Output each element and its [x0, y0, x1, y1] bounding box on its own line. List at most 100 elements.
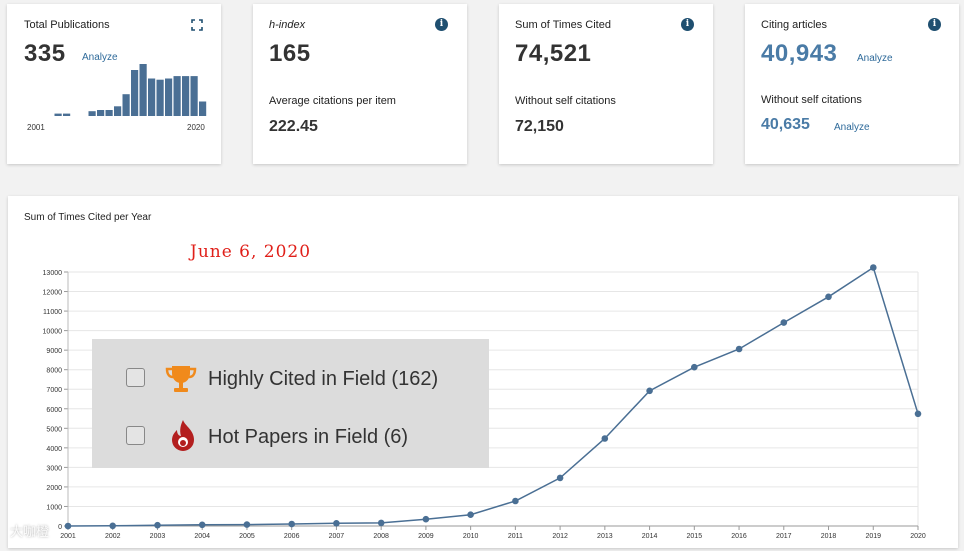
- mini-bar[interactable]: [122, 94, 130, 116]
- mini-bar[interactable]: [182, 76, 190, 116]
- x-tick-label: 2015: [687, 533, 703, 540]
- mini-chart-start-year: 2001: [27, 123, 45, 132]
- data-point[interactable]: [556, 474, 564, 482]
- data-point[interactable]: [870, 264, 877, 271]
- x-tick-label: 2012: [552, 533, 568, 540]
- x-tick-label: 2014: [642, 533, 658, 540]
- analyze-publications-link[interactable]: Analyze: [82, 52, 118, 63]
- total-publications-label: Total Publications: [24, 19, 110, 31]
- x-tick-label: 2001: [60, 533, 76, 540]
- mini-bar[interactable]: [88, 111, 96, 116]
- info-icon[interactable]: i: [928, 18, 941, 31]
- average-citations-value: 222.45: [269, 118, 318, 135]
- mini-bar[interactable]: [173, 76, 181, 116]
- data-point[interactable]: [288, 520, 296, 528]
- x-tick-label: 2011: [508, 533, 523, 540]
- data-point[interactable]: [109, 522, 116, 530]
- analyze-citing-without-self-link[interactable]: Analyze: [834, 122, 870, 133]
- analyze-citing-articles-link[interactable]: Analyze: [857, 53, 893, 64]
- y-tick-label: 7000: [46, 387, 62, 394]
- y-tick-label: 11000: [43, 309, 62, 316]
- publications-mini-chart[interactable]: [37, 64, 207, 116]
- times-cited-without-self-label: Without self citations: [515, 95, 616, 107]
- x-tick-label: 2013: [597, 533, 613, 540]
- citing-without-self-value[interactable]: 40,635: [761, 116, 810, 133]
- h-index-label: h-index: [269, 19, 306, 31]
- data-point[interactable]: [735, 345, 743, 353]
- mini-bar[interactable]: [199, 101, 207, 117]
- data-point[interactable]: [646, 387, 653, 395]
- data-point[interactable]: [377, 519, 385, 527]
- hot-papers-checkbox[interactable]: [126, 426, 145, 445]
- mini-bar[interactable]: [156, 79, 164, 116]
- total-publications-value: 335: [24, 40, 66, 67]
- x-tick-label: 2009: [418, 533, 434, 540]
- info-icon[interactable]: i: [681, 18, 694, 31]
- citing-articles-value[interactable]: 40,943: [761, 40, 838, 67]
- citing-articles-label: Citing articles: [761, 19, 828, 31]
- y-tick-label: 13000: [43, 270, 63, 277]
- y-tick-label: 10000: [43, 329, 63, 336]
- x-tick-label: 2005: [239, 533, 255, 540]
- mini-bar[interactable]: [114, 106, 122, 116]
- flame-icon: [172, 420, 194, 451]
- highly-cited-label[interactable]: Highly Cited in Field (162): [208, 368, 439, 390]
- data-point[interactable]: [243, 521, 251, 528]
- info-icon[interactable]: i: [435, 18, 448, 31]
- x-tick-label: 2019: [865, 533, 881, 540]
- mini-bar[interactable]: [105, 110, 113, 116]
- times-cited-card: Sum of Times Cited i 74,521 Without self…: [499, 4, 713, 164]
- citing-articles-card: Citing articles i 40,943 Analyze Without…: [745, 4, 959, 164]
- x-tick-label: 2020: [910, 533, 926, 540]
- mini-bar[interactable]: [165, 78, 173, 117]
- mini-chart-end-year: 2020: [187, 123, 205, 132]
- y-tick-label: 9000: [46, 348, 62, 355]
- mini-bar[interactable]: [97, 110, 105, 116]
- h-index-value: 165: [269, 40, 311, 67]
- x-tick-label: 2003: [150, 533, 166, 540]
- data-point[interactable]: [198, 521, 206, 529]
- mini-bar[interactable]: [139, 64, 147, 116]
- trophy-icon: [165, 366, 197, 392]
- data-point[interactable]: [601, 435, 609, 442]
- y-tick-label: 3000: [46, 465, 62, 472]
- mini-bar[interactable]: [148, 78, 156, 117]
- highly-cited-checkbox[interactable]: [126, 368, 145, 387]
- times-cited-label: Sum of Times Cited: [515, 19, 611, 31]
- mini-bar[interactable]: [54, 113, 62, 116]
- mini-bar[interactable]: [63, 113, 71, 116]
- data-point[interactable]: [333, 520, 340, 527]
- y-tick-label: 0: [58, 524, 62, 531]
- hot-papers-label[interactable]: Hot Papers in Field (6): [208, 426, 409, 448]
- h-index-card: h-index i 165 Average citations per item…: [253, 4, 467, 164]
- mini-bar[interactable]: [131, 70, 139, 116]
- x-tick-label: 2006: [284, 533, 300, 540]
- series-line: [67, 266, 919, 527]
- data-point[interactable]: [512, 497, 519, 505]
- x-tick-label: 2007: [329, 533, 345, 540]
- watermark: 大咖橙: [10, 524, 50, 539]
- x-tick-label: 2017: [776, 533, 792, 540]
- data-point[interactable]: [422, 515, 430, 523]
- expand-icon[interactable]: [191, 19, 203, 31]
- y-tick-label: 6000: [46, 407, 62, 414]
- y-tick-label: 1000: [46, 504, 62, 511]
- data-point[interactable]: [467, 511, 474, 518]
- average-citations-label: Average citations per item: [269, 95, 396, 107]
- data-point[interactable]: [154, 521, 161, 529]
- y-tick-label: 4000: [46, 446, 62, 453]
- data-point[interactable]: [64, 522, 72, 530]
- field-filter-overlay: Highly Cited in Field (162) Hot Papers i…: [92, 339, 489, 468]
- data-point[interactable]: [825, 293, 832, 301]
- date-annotation: June 6, 2020: [190, 242, 312, 262]
- data-point[interactable]: [914, 410, 922, 418]
- x-tick-label: 2002: [105, 533, 121, 540]
- mini-bar[interactable]: [190, 76, 198, 116]
- times-cited-value: 74,521: [515, 40, 592, 67]
- data-point[interactable]: [691, 363, 698, 371]
- data-point[interactable]: [780, 319, 788, 326]
- x-tick-label: 2008: [373, 533, 389, 540]
- y-tick-label: 8000: [46, 368, 62, 375]
- y-tick-label: 12000: [43, 290, 63, 297]
- x-tick-label: 2004: [194, 533, 210, 540]
